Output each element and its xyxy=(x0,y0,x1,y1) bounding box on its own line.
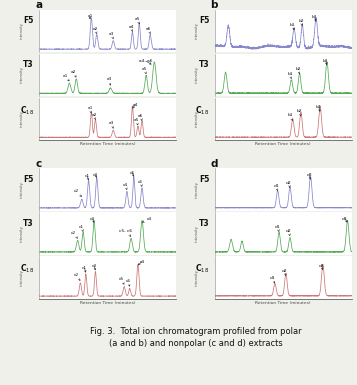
X-axis label: Retention Time (minutes): Retention Time (minutes) xyxy=(255,301,311,305)
Text: a4: a4 xyxy=(132,103,138,108)
Text: intensity: intensity xyxy=(20,110,24,127)
Text: a3: a3 xyxy=(106,77,112,85)
Text: b3: b3 xyxy=(323,59,328,65)
Text: a6: a6 xyxy=(146,27,152,34)
X-axis label: Retention Time (minutes): Retention Time (minutes) xyxy=(80,142,136,146)
Text: a6: a6 xyxy=(138,114,144,121)
Text: c1: c1 xyxy=(82,266,87,272)
Text: c4: c4 xyxy=(138,259,145,265)
Text: d1: d1 xyxy=(275,225,281,231)
Text: c1: c1 xyxy=(79,225,84,231)
Text: b3: b3 xyxy=(316,105,322,111)
Text: intensity: intensity xyxy=(195,22,199,39)
Text: c1: c1 xyxy=(85,174,90,180)
Text: intensity: intensity xyxy=(195,67,199,83)
Text: a2: a2 xyxy=(91,113,97,120)
Text: b: b xyxy=(211,0,218,10)
Text: b3: b3 xyxy=(312,15,317,21)
Text: intensity: intensity xyxy=(195,110,199,127)
Text: c3: c3 xyxy=(91,264,97,270)
Text: a5: a5 xyxy=(134,117,139,125)
Text: C$_{18}$: C$_{18}$ xyxy=(20,104,34,117)
Text: C$_{18}$: C$_{18}$ xyxy=(20,263,34,275)
Text: c5: c5 xyxy=(119,277,124,285)
Text: F5: F5 xyxy=(199,175,209,184)
Text: intensity: intensity xyxy=(20,181,24,198)
Text: T3: T3 xyxy=(23,219,34,228)
Text: b1: b1 xyxy=(290,23,296,30)
Text: d3: d3 xyxy=(306,173,312,179)
Text: intensity: intensity xyxy=(20,67,24,83)
Text: T3: T3 xyxy=(23,60,34,69)
Text: c3: c3 xyxy=(90,217,95,222)
Text: c4: c4 xyxy=(123,183,128,190)
Text: b2: b2 xyxy=(296,67,301,74)
Text: c: c xyxy=(35,159,41,169)
Text: d1: d1 xyxy=(270,276,275,283)
Text: F5: F5 xyxy=(199,16,209,25)
Text: C$_{18}$: C$_{18}$ xyxy=(195,104,209,117)
Text: a4, a6: a4, a6 xyxy=(139,59,153,64)
Text: a3: a3 xyxy=(109,121,115,128)
Text: a2: a2 xyxy=(71,70,76,77)
Text: intensity: intensity xyxy=(195,269,199,286)
X-axis label: Retention Time (minutes): Retention Time (minutes) xyxy=(80,301,136,305)
Text: a3: a3 xyxy=(109,32,115,39)
Text: Fig. 3.  Total ion chromatogram profiled from polar
(a and b) and nonpolar (c an: Fig. 3. Total ion chromatogram profiled … xyxy=(90,327,301,348)
Text: c5, c6: c5, c6 xyxy=(119,229,132,236)
Text: b2: b2 xyxy=(297,109,302,116)
Text: a5: a5 xyxy=(135,17,141,24)
Text: c3: c3 xyxy=(93,173,98,177)
Text: d3: d3 xyxy=(342,217,348,222)
Text: intensity: intensity xyxy=(20,22,24,39)
Text: d2: d2 xyxy=(286,229,291,236)
Text: c2: c2 xyxy=(74,273,80,280)
Text: F5: F5 xyxy=(24,175,34,184)
Text: d1: d1 xyxy=(273,184,279,191)
Text: d3: d3 xyxy=(319,264,324,270)
Text: T3: T3 xyxy=(198,219,209,228)
Text: F5: F5 xyxy=(24,16,34,25)
Text: c4: c4 xyxy=(142,217,151,222)
Text: a5: a5 xyxy=(142,67,147,74)
Text: C$_{18}$: C$_{18}$ xyxy=(195,263,209,275)
Text: a4: a4 xyxy=(129,25,134,32)
Text: a2: a2 xyxy=(93,27,98,34)
Text: a1: a1 xyxy=(87,106,93,113)
Text: intensity: intensity xyxy=(195,225,199,242)
Text: b1: b1 xyxy=(287,72,293,79)
Text: c5: c5 xyxy=(130,171,135,176)
Text: c6: c6 xyxy=(126,279,131,286)
Text: d2: d2 xyxy=(286,181,291,187)
Text: a1: a1 xyxy=(62,74,69,81)
Text: b1: b1 xyxy=(287,113,293,121)
Text: a1: a1 xyxy=(87,14,93,19)
Text: intensity: intensity xyxy=(20,225,24,242)
Text: b2: b2 xyxy=(298,18,304,25)
Text: d2: d2 xyxy=(282,269,287,276)
Text: intensity: intensity xyxy=(20,269,24,286)
Text: c2: c2 xyxy=(74,189,81,197)
Text: c6: c6 xyxy=(138,179,143,186)
Text: a: a xyxy=(35,0,42,10)
X-axis label: Retention Time (minutes): Retention Time (minutes) xyxy=(255,142,311,146)
Text: c2: c2 xyxy=(71,231,77,238)
Text: d: d xyxy=(211,159,218,169)
Text: intensity: intensity xyxy=(195,181,199,198)
Text: T3: T3 xyxy=(198,60,209,69)
